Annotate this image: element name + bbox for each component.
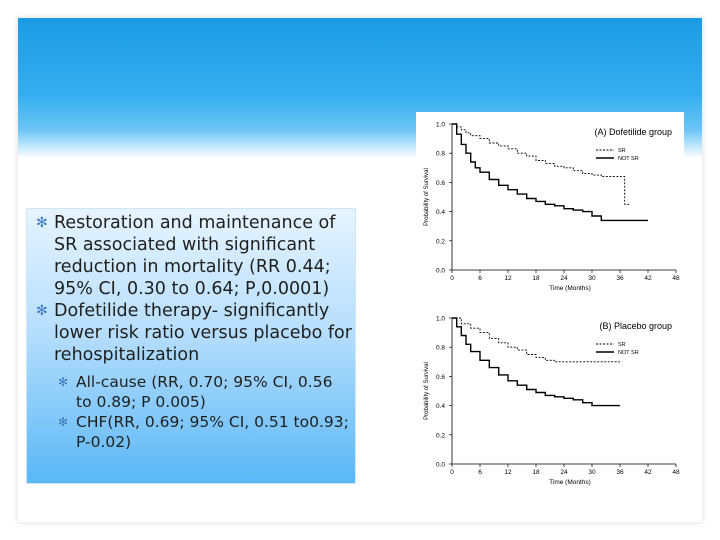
series-line-sr xyxy=(452,317,620,363)
x-tick-label: 0 xyxy=(450,469,454,476)
asterisk-icon: ✻ xyxy=(58,415,69,429)
y-axis-title: Probability of Survival xyxy=(424,362,430,420)
x-axis-title: Time (Months) xyxy=(549,479,591,486)
x-tick-label: 30 xyxy=(588,275,596,282)
y-tick-label: 0.8 xyxy=(436,345,445,352)
legend-label: SR xyxy=(618,148,626,154)
y-tick-label: 0.8 xyxy=(436,151,445,158)
x-tick-label: 30 xyxy=(588,469,596,476)
y-tick-label: 1.0 xyxy=(436,122,445,129)
text-panel xyxy=(26,208,356,484)
asterisk-icon: ✻ xyxy=(36,303,48,319)
series-line-sr xyxy=(452,123,630,205)
y-axis-title: Probability of Survival xyxy=(424,168,430,226)
x-axis-title: Time (Months) xyxy=(549,285,591,292)
x-tick-label: 24 xyxy=(560,469,568,476)
x-tick-label: 12 xyxy=(504,275,512,282)
series-line-not-sr xyxy=(452,123,648,222)
legend-label: NOT SR xyxy=(618,350,639,356)
y-tick-label: 1.0 xyxy=(436,316,445,323)
bullet-item: ✻ Dofetilide therapy- significantly lower… xyxy=(34,300,352,366)
x-tick-label: 18 xyxy=(532,275,540,282)
y-tick-label: 0.6 xyxy=(436,180,445,187)
survival-charts-figure: 0.0 0.2 0.4 0.6 0.8 1.0 0 6 12 18 24 30 36 42 48 Time (… xyxy=(416,112,684,500)
x-tick-label: 12 xyxy=(504,469,512,476)
legend-label: SR xyxy=(618,342,626,348)
bullet-item: ✻ Restoration and maintenance of SR assoc… xyxy=(34,212,352,300)
asterisk-icon: ✻ xyxy=(36,215,48,231)
x-tick-label: 24 xyxy=(560,275,568,282)
x-tick-label: 36 xyxy=(616,275,624,282)
sub-bullet-item: ✻ All-cause (RR, 0.70; 95% CI, 0.56 to 0.… xyxy=(34,372,352,412)
x-tick-label: 0 xyxy=(450,275,454,282)
x-tick-label: 42 xyxy=(644,275,652,282)
bullet-text: Dofetilide therapy- significantly lower … xyxy=(54,301,352,365)
x-tick-label: 36 xyxy=(616,469,624,476)
series-line-not-sr xyxy=(452,317,620,407)
y-tick-label: 0.4 xyxy=(436,403,445,410)
y-tick-label: 0.0 xyxy=(436,462,445,469)
chart-title: (B) Placebo group xyxy=(599,321,672,331)
y-tick-label: 0.4 xyxy=(436,209,445,216)
y-tick-label: 0.0 xyxy=(436,268,445,275)
sub-bullet-text: CHF(RR, 0.69; 95% CI, 0.51 to0.93; P-0.0… xyxy=(76,413,349,451)
x-tick-label: 42 xyxy=(644,469,652,476)
bullet-list: ✻ Restoration and maintenance of SR assoc… xyxy=(34,212,352,452)
y-tick-label: 0.6 xyxy=(436,374,445,381)
y-tick-label: 0.2 xyxy=(436,238,445,245)
chart-title: (A) Dofetilide group xyxy=(594,127,672,137)
x-tick-label: 6 xyxy=(478,469,482,476)
x-tick-label: 48 xyxy=(672,275,680,282)
legend-label: NOT SR xyxy=(618,156,639,162)
asterisk-icon: ✻ xyxy=(58,375,69,389)
x-tick-label: 18 xyxy=(532,469,540,476)
x-tick-label: 48 xyxy=(672,469,680,476)
sub-bullet-item: ✻ CHF(RR, 0.69; 95% CI, 0.51 to0.93; P-0.… xyxy=(34,412,352,452)
y-tick-label: 0.2 xyxy=(436,432,445,439)
x-tick-label: 6 xyxy=(478,275,482,282)
bullet-text: Restoration and maintenance of SR associ… xyxy=(54,213,336,299)
sub-bullet-text: All-cause (RR, 0.70; 95% CI, 0.56 to 0.8… xyxy=(76,373,333,411)
